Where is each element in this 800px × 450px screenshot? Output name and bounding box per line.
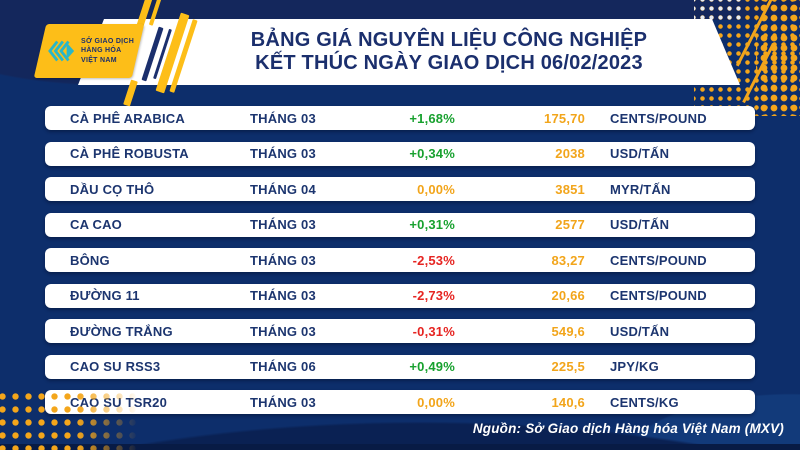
price-value: 175,70 [544, 110, 585, 126]
table-row: ĐƯỜNG 11 THÁNG 03 -2,73% 20,66 CENTS/POU… [45, 283, 755, 308]
price-unit: CENTS/POUND [610, 110, 707, 126]
commodity-name: ĐƯỜNG 11 [70, 288, 140, 303]
contract-month: THÁNG 03 [250, 288, 316, 303]
commodity-name: CÀ PHÊ ARABICA [70, 110, 185, 126]
contract-month: THÁNG 03 [250, 394, 316, 410]
halftone-dots-bottom-left [0, 390, 142, 450]
price-value: 2577 [555, 217, 585, 232]
price-unit: JPY/KG [610, 359, 659, 374]
mxv-chevron-icon [48, 40, 75, 62]
bottom-strip-decoration [0, 444, 800, 450]
price-value: 2038 [555, 146, 585, 161]
board-title-line2: KẾT THÚC NGÀY GIAO DỊCH 06/02/2023 [255, 52, 643, 74]
logo-text-line3: VIỆT NAM [81, 56, 117, 64]
commodity-name: ĐƯỜNG TRẮNG [70, 323, 173, 339]
price-value: 3851 [555, 181, 585, 197]
table-row: CÀ PHÊ ROBUSTA THÁNG 03 +0,34% 2038 USD/… [45, 141, 755, 166]
price-value: 20,66 [551, 288, 585, 303]
price-value: 140,6 [551, 394, 585, 410]
commodity-name: CÀ PHÊ ROBUSTA [70, 146, 189, 161]
price-unit: USD/TẤN [610, 146, 670, 161]
change-percent: -0,31% [412, 323, 455, 339]
table-row: CAO SU RSS3 THÁNG 06 +0,49% 225,5 JPY/KG [45, 354, 755, 379]
mxv-logo: SỞ GIAO DỊCH HÀNG HÓA VIỆT NAM [33, 24, 145, 78]
price-unit: CENTS/POUND [610, 252, 707, 268]
price-unit: CENTS/KG [610, 394, 679, 410]
contract-month: THÁNG 04 [250, 181, 316, 197]
price-unit: MYR/TẤN [610, 181, 671, 197]
price-unit: USD/TẤN [610, 217, 670, 232]
table-row: BÔNG THÁNG 03 -2,53% 83,27 CENTS/POUND [45, 248, 755, 272]
table-row: CÀ PHÊ ARABICA THÁNG 03 +1,68% 175,70 CE… [45, 106, 755, 130]
table-row: DẦU CỌ THÔ THÁNG 04 0,00% 3851 MYR/TẤN [45, 177, 755, 201]
commodity-name: CA CAO [70, 217, 122, 232]
change-percent: 0,00% [417, 394, 455, 410]
table-row: ĐƯỜNG TRẮNG THÁNG 03 -0,31% 549,6 USD/TẤ… [45, 319, 755, 343]
commodity-name: BÔNG [70, 252, 110, 268]
change-percent: +0,31% [409, 217, 455, 232]
change-percent: -2,73% [412, 288, 455, 303]
halftone-dots-white [694, 0, 742, 20]
contract-month: THÁNG 06 [250, 359, 316, 374]
table-row: CAO SU TSR20 THÁNG 03 0,00% 140,6 CENTS/… [45, 390, 755, 414]
table-row: CA CAO THÁNG 03 +0,31% 2577 USD/TẤN [45, 212, 755, 237]
price-unit: USD/TẤN [610, 323, 670, 339]
source-note: Nguồn: Sở Giao dịch Hàng hóa Việt Nam (M… [472, 421, 784, 436]
contract-month: THÁNG 03 [250, 323, 316, 339]
change-percent: -2,53% [412, 252, 455, 268]
change-percent: +0,34% [409, 146, 455, 161]
change-percent: 0,00% [417, 181, 455, 197]
logo-text-line1: SỞ GIAO DỊCH [81, 37, 135, 45]
commodity-name: DẦU CỌ THÔ [70, 181, 155, 197]
change-percent: +1,68% [409, 110, 455, 126]
contract-month: THÁNG 03 [250, 146, 316, 161]
commodity-name: CAO SU RSS3 [70, 359, 161, 374]
board-title-line1: BẢNG GIÁ NGUYÊN LIỆU CÔNG NGHIỆP [250, 29, 648, 51]
change-percent: +0,49% [409, 359, 455, 374]
contract-month: THÁNG 03 [250, 252, 316, 268]
price-value: 549,6 [551, 323, 585, 339]
contract-month: THÁNG 03 [250, 217, 316, 232]
logo-text-line2: HÀNG HÓA [81, 47, 122, 55]
price-value: 83,27 [551, 252, 585, 268]
price-table: CÀ PHÊ ARABICA THÁNG 03 +1,68% 175,70 CE… [45, 106, 755, 414]
price-unit: CENTS/POUND [610, 288, 707, 303]
price-value: 225,5 [551, 359, 585, 374]
contract-month: THÁNG 03 [250, 110, 316, 126]
